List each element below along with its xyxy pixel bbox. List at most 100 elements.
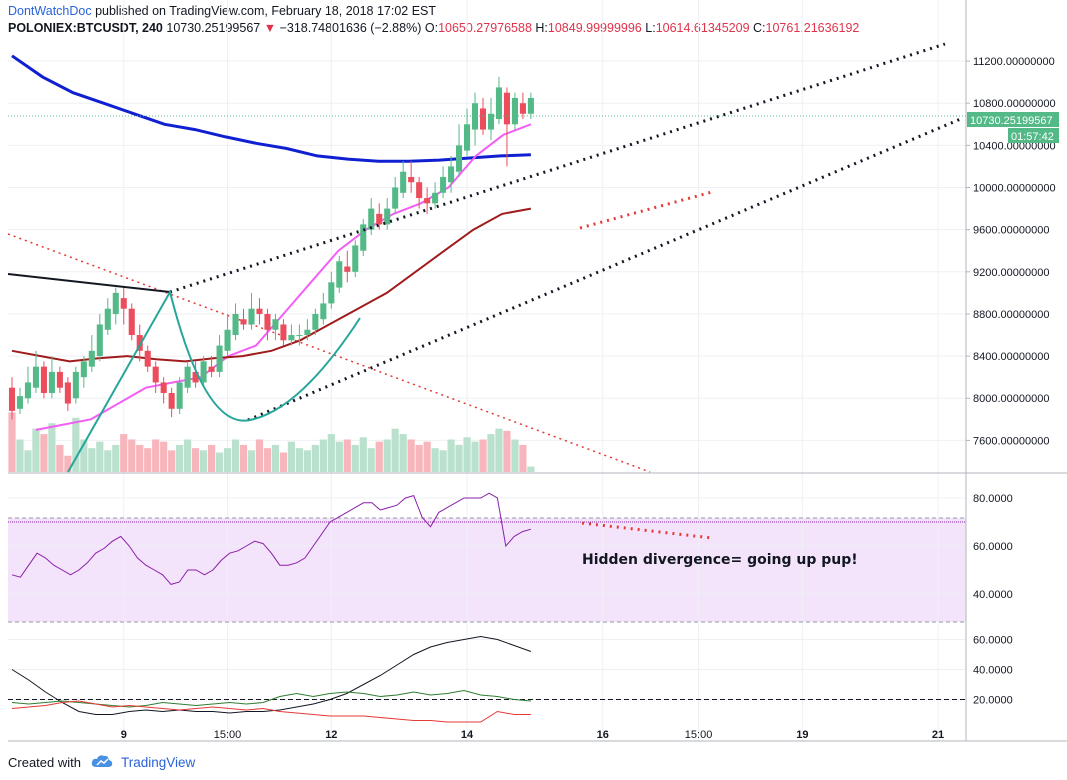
publish-line: DontWatchDoc published on TradingView.co… (8, 4, 436, 18)
candle-body (16, 396, 24, 409)
down-arrow-icon: ▼ (263, 21, 277, 35)
volume-bar (439, 450, 447, 472)
volume-bar (407, 439, 415, 472)
candle-body (80, 361, 87, 378)
volume-bar (207, 444, 216, 472)
volume-bar (176, 444, 184, 472)
volume-bar (367, 448, 375, 472)
candle-body (64, 382, 71, 404)
candle-body (200, 361, 207, 383)
volume-bar (144, 448, 152, 472)
candle-body (280, 324, 287, 341)
dmi-tick-label: 60.0000 (973, 635, 1013, 647)
candle-body (503, 92, 510, 125)
candle-body (296, 335, 303, 337)
candle-body (312, 313, 319, 330)
open-label: O: (424, 21, 439, 35)
moving-average-line (11, 54, 531, 163)
candle-body (88, 350, 95, 367)
candle-body (384, 208, 391, 225)
price-tick-label: 8000.00000000 (973, 393, 1049, 405)
trend-lines (7, 233, 651, 473)
open-value: 10650.27976588 (438, 21, 532, 35)
volume-bars (8, 412, 535, 472)
candle-body (352, 245, 359, 272)
price-tick-label: 10400.00000000 (973, 140, 1056, 152)
volume-bar (64, 455, 72, 472)
volume-bar (199, 450, 208, 472)
candle-body (400, 171, 407, 193)
price-tick-label: 8800.00000000 (973, 309, 1049, 321)
volume-bar (335, 441, 343, 472)
candle-body (56, 371, 63, 388)
volume-bar (223, 448, 232, 472)
price-tick-label: 10800.00000000 (973, 98, 1056, 110)
symbol-line: POLONIEX:BTCUSDT, 240 10730.25199567 ▼ −… (8, 21, 859, 35)
low-label: L: (645, 21, 656, 35)
price-tick-label: 9200.00000000 (973, 267, 1049, 279)
candle-body (144, 350, 151, 367)
author-link[interactable]: DontWatchDoc (8, 4, 92, 18)
candle-body (120, 298, 127, 309)
volume-bar (112, 444, 120, 472)
last-price: 10730.25199567 (166, 21, 261, 35)
candle-body (527, 97, 534, 114)
time-tick-label: 12 (325, 729, 337, 741)
candle-body (168, 392, 175, 409)
divergence-annotation: Hidden divergence= going up pup! (582, 552, 858, 568)
volume-bar (375, 441, 383, 472)
candles (8, 76, 534, 420)
high-value: 10849.99999996 (547, 21, 642, 35)
countdown-text: 01:57:42 (1011, 131, 1054, 143)
volume-bar (295, 448, 303, 472)
price-tag: 10730.25199567 (967, 112, 1059, 127)
candle-body (216, 345, 223, 372)
candle-body (320, 303, 327, 320)
volume-bar (479, 439, 487, 472)
tradingview-brand-link[interactable]: TradingView (120, 755, 196, 770)
volume-bar (487, 434, 495, 472)
divergence-price-line (579, 190, 713, 230)
volume-bar (383, 439, 391, 472)
candle-body (495, 87, 503, 120)
axes: 11200.00000000 10800.00000000 10400.000000… (8, 0, 1067, 742)
candle-body (104, 308, 111, 330)
tradingview-cloud-icon[interactable] (91, 754, 113, 771)
close-value: 10761.21636192 (765, 21, 860, 35)
downtrend-line (7, 233, 651, 473)
candle-body (192, 371, 199, 383)
candle-body (432, 192, 439, 204)
divergence-rsi-line (581, 521, 713, 540)
candle-body (304, 329, 311, 336)
rsi-line (11, 492, 532, 585)
candle-body (464, 124, 471, 151)
rsi-tick-label: 80.0000 (973, 493, 1013, 505)
volume-bar (24, 450, 32, 472)
rsi-tick-label: 40.0000 (973, 589, 1013, 601)
time-tick-label: 15:00 (214, 729, 242, 741)
volume-bar (471, 441, 479, 472)
volume-bar (271, 444, 280, 472)
volume-bar (80, 439, 88, 472)
price-change: −318.74801636 (−2.88%) (279, 21, 422, 35)
price-tick-label: 11200.00000000 (973, 56, 1055, 68)
upper-channel-line (169, 42, 946, 294)
dmi-black-line (11, 635, 532, 715)
volume-bar (311, 444, 319, 472)
volume-bar (136, 444, 144, 472)
created-with-label: Created with (8, 755, 81, 770)
candle-body (264, 313, 271, 330)
volume-bar (359, 437, 367, 472)
candle-body (479, 108, 487, 130)
volume-bar (327, 434, 335, 472)
candle-body (424, 198, 431, 204)
volume-bar (128, 439, 136, 472)
time-tick-label: 21 (932, 729, 944, 741)
volume-bar (527, 466, 535, 472)
dmi-red-line (11, 700, 531, 723)
price-tick-label: 8400.00000000 (973, 351, 1049, 363)
candle-body (368, 208, 375, 230)
candle-body (152, 366, 159, 383)
volume-bar (431, 448, 439, 472)
